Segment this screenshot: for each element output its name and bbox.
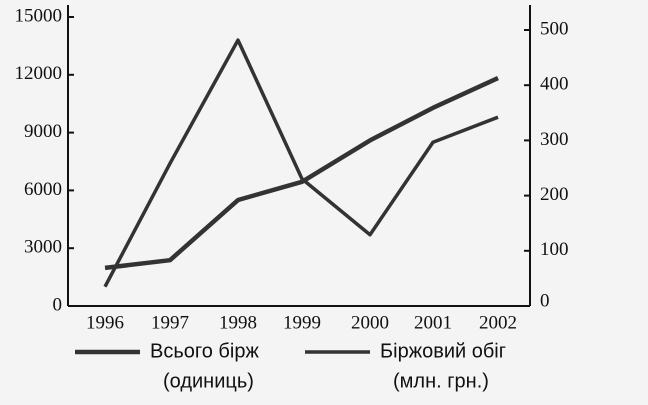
y2-tick-label: 500 — [540, 18, 569, 39]
y-tick-label: 0 — [53, 294, 63, 315]
y-tick-label: 12000 — [15, 63, 63, 84]
x-tick-label: 2002 — [479, 312, 517, 333]
data-line — [104, 75, 499, 271]
x-tick-label: 1999 — [283, 312, 321, 333]
x-tick-label: 2001 — [414, 312, 452, 333]
legend-label: Біржовий обіг — [380, 340, 506, 362]
legend-unit: (одиниць) — [163, 370, 254, 392]
y-tick-label: 6000 — [24, 179, 62, 200]
x-tick-label: 1998 — [219, 312, 257, 333]
data-line — [103, 38, 499, 288]
y2-tick-label: 200 — [540, 184, 569, 205]
x-tick-label: 1996 — [86, 312, 124, 333]
x-tick-label: 1997 — [151, 312, 189, 333]
y2-tick-label: 300 — [540, 129, 569, 150]
y2-tick-label: 400 — [540, 74, 569, 95]
y2-tick-label: 0 — [540, 290, 550, 311]
y-tick-label: 15000 — [15, 5, 63, 26]
y-tick-label: 9000 — [24, 121, 62, 142]
y-tick-label: 3000 — [24, 237, 62, 258]
y2-tick-label: 100 — [540, 239, 569, 260]
x-tick-label: 2000 — [351, 312, 389, 333]
legend-unit: (млн. грн.) — [393, 370, 489, 392]
legend-label: Всього бірж — [150, 340, 259, 362]
